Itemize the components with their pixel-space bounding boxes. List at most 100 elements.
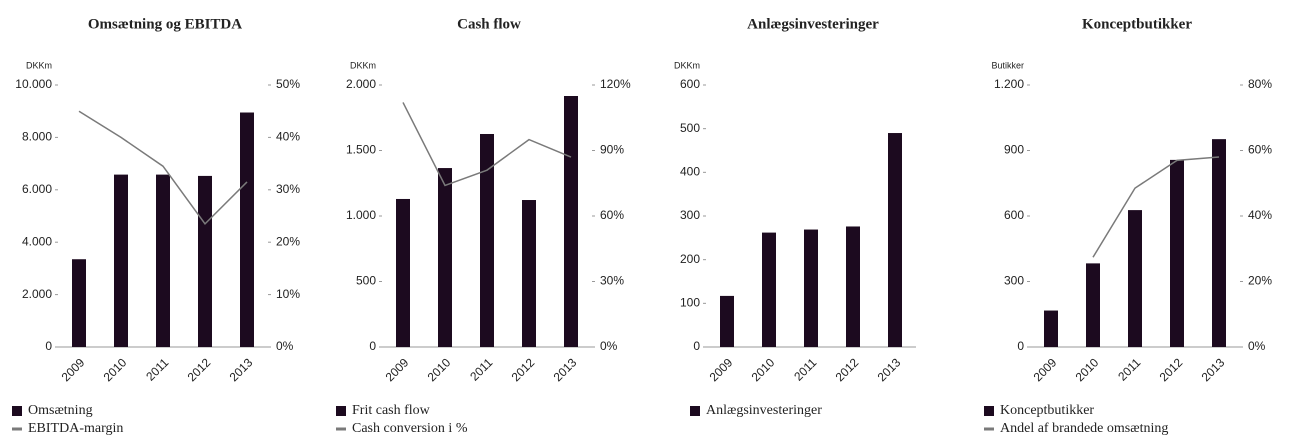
y-axis-unit: DKKm <box>26 60 52 70</box>
y-tick-label: 2.000 <box>346 77 376 91</box>
y-tick-label: 0 <box>1017 339 1024 353</box>
y2-tick-label: 10% <box>276 287 300 301</box>
legend-label: Frit cash flow <box>352 403 431 418</box>
y2-tick-label: 20% <box>276 234 300 248</box>
bar <box>1212 139 1226 347</box>
bar <box>198 175 212 347</box>
y-tick-label: 300 <box>1004 274 1024 288</box>
x-tick-label: 2009 <box>383 355 412 384</box>
y-axis-unit: Butikker <box>991 60 1024 70</box>
y-tick-label: 1.500 <box>346 143 376 157</box>
legend-label: Cash conversion i % <box>352 421 468 436</box>
y-tick-label: 200 <box>680 252 700 266</box>
legend-label: Andel af brandede omsætning <box>1000 421 1168 436</box>
y-tick-label: 100 <box>680 296 700 310</box>
bar <box>1044 310 1058 347</box>
legend-label: Anlægsinvesteringer <box>706 403 822 418</box>
y-tick-label: 6.000 <box>22 182 52 196</box>
bar <box>438 168 452 347</box>
chart-title: Anlægsinvesteringer <box>747 16 879 32</box>
y-tick-label: 500 <box>356 274 376 288</box>
y2-tick-label: 80% <box>1248 77 1272 91</box>
legend-label: EBITDA-margin <box>28 421 123 436</box>
bar <box>480 133 494 347</box>
y2-tick-label: 0% <box>1248 339 1266 353</box>
y-tick-label: 300 <box>680 208 700 222</box>
bar <box>114 174 128 347</box>
x-tick-label: 2012 <box>509 355 538 384</box>
x-tick-label: 2013 <box>551 355 580 384</box>
y2-tick-label: 20% <box>1248 274 1272 288</box>
bar <box>846 226 860 347</box>
y-tick-label: 0 <box>369 339 376 353</box>
y-tick-label: 600 <box>680 77 700 91</box>
y-tick-label: 500 <box>680 121 700 135</box>
bar <box>1170 159 1184 347</box>
y-tick-label: 2.000 <box>22 287 52 301</box>
bar <box>804 229 818 347</box>
bar <box>888 133 902 347</box>
y2-tick-label: 60% <box>600 208 624 222</box>
x-tick-label: 2011 <box>467 355 495 383</box>
x-tick-label: 2011 <box>1115 355 1143 383</box>
y-tick-label: 4.000 <box>22 234 52 248</box>
y2-tick-label: 60% <box>1248 143 1272 157</box>
bar <box>240 112 254 347</box>
x-tick-label: 2012 <box>1157 355 1186 384</box>
y2-tick-label: 40% <box>276 130 300 144</box>
legend-swatch <box>12 427 22 431</box>
x-tick-label: 2010 <box>101 355 130 384</box>
y-tick-label: 600 <box>1004 208 1024 222</box>
y2-tick-label: 30% <box>276 182 300 196</box>
y-tick-label: 1.200 <box>994 77 1024 91</box>
x-tick-label: 2011 <box>791 355 819 383</box>
y-tick-label: 10.000 <box>15 77 52 91</box>
x-tick-label: 2013 <box>875 355 904 384</box>
legend-swatch <box>690 406 700 416</box>
x-tick-label: 2012 <box>833 355 862 384</box>
legend-swatch <box>984 427 994 431</box>
bar <box>522 200 536 347</box>
bar <box>156 174 170 347</box>
legend-label: Konceptbutikker <box>1000 403 1094 418</box>
legend-label: Omsætning <box>28 403 93 418</box>
legend-swatch <box>12 406 22 416</box>
chart-title: Omsætning og EBITDA <box>88 16 242 32</box>
y2-tick-label: 50% <box>276 77 300 91</box>
x-tick-label: 2009 <box>707 355 736 384</box>
x-tick-label: 2009 <box>59 355 88 384</box>
y-tick-label: 0 <box>693 339 700 353</box>
legend-swatch <box>336 406 346 416</box>
x-tick-label: 2010 <box>1073 355 1102 384</box>
x-tick-label: 2013 <box>227 355 256 384</box>
y2-tick-label: 0% <box>276 339 294 353</box>
chart-title: Cash flow <box>457 16 521 32</box>
line <box>78 110 248 226</box>
y-tick-label: 400 <box>680 165 700 179</box>
y2-tick-label: 0% <box>600 339 618 353</box>
x-tick-label: 2009 <box>1031 355 1060 384</box>
bar <box>1128 210 1142 347</box>
legend-swatch <box>984 406 994 416</box>
y2-tick-label: 120% <box>600 77 631 91</box>
line <box>402 102 572 187</box>
y-tick-label: 1.000 <box>346 208 376 222</box>
x-tick-label: 2010 <box>425 355 454 384</box>
x-tick-label: 2010 <box>749 355 778 384</box>
x-tick-label: 2012 <box>185 355 214 384</box>
y2-tick-label: 30% <box>600 274 624 288</box>
bar <box>1086 263 1100 347</box>
bar <box>762 232 776 347</box>
chart-title: Konceptbutikker <box>1082 16 1192 32</box>
y-tick-label: 8.000 <box>22 130 52 144</box>
y-tick-label: 900 <box>1004 143 1024 157</box>
bar <box>72 259 86 347</box>
y2-tick-label: 90% <box>600 143 624 157</box>
legend-swatch <box>336 427 346 431</box>
y-axis-unit: DKKm <box>350 60 376 70</box>
x-tick-label: 2011 <box>143 355 171 383</box>
y-tick-label: 0 <box>45 339 52 353</box>
y-axis-unit: DKKm <box>674 60 700 70</box>
bar <box>564 96 578 347</box>
